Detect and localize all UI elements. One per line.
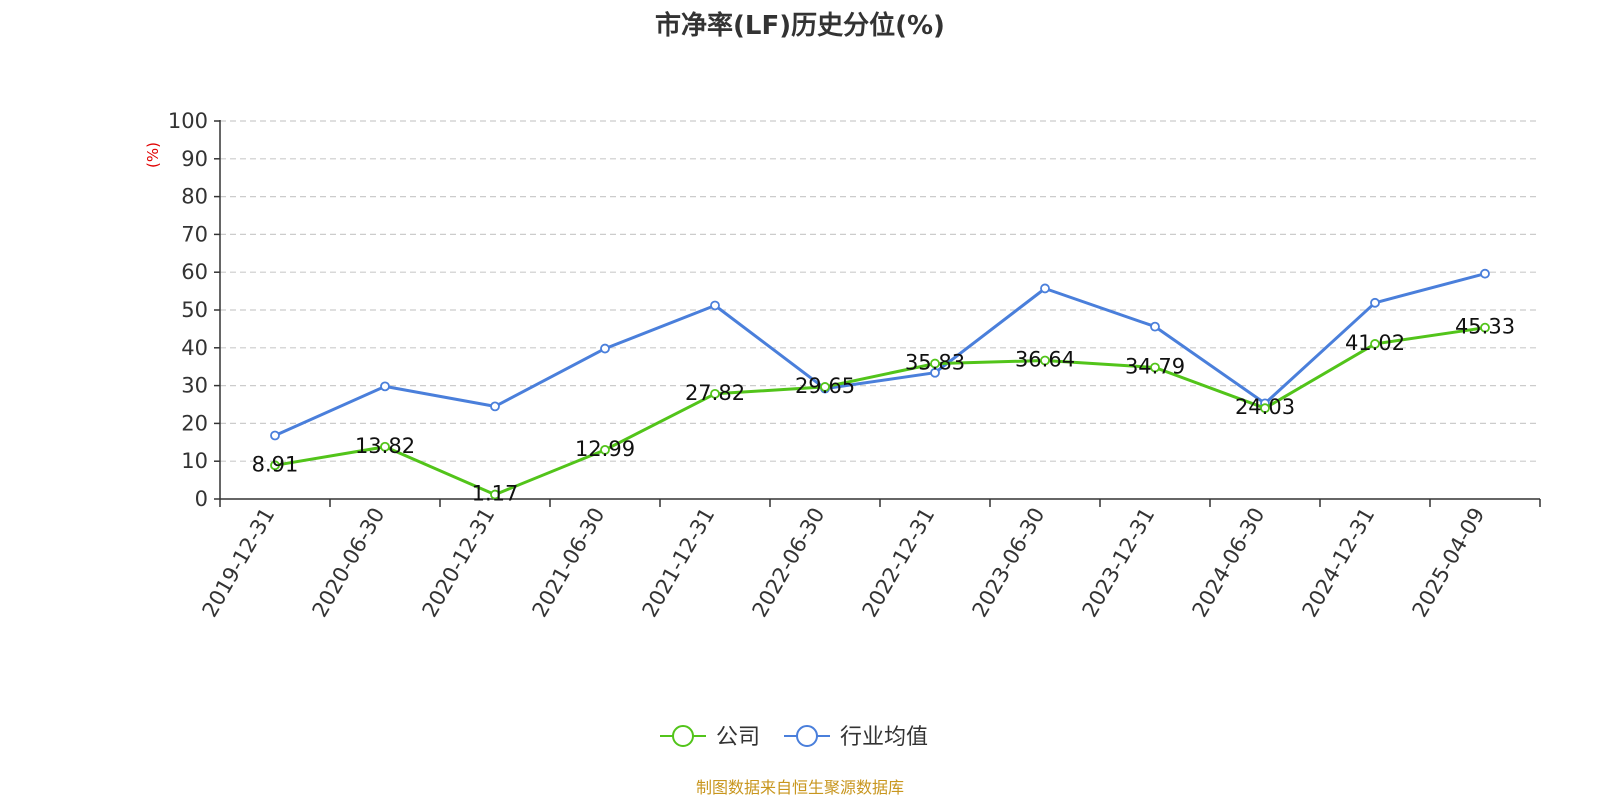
series-industry-average	[270, 268, 1490, 441]
data-point	[820, 382, 830, 392]
y-tick-label: 90	[181, 147, 208, 171]
data-point	[490, 489, 500, 500]
grid	[220, 120, 1540, 462]
data-point	[1150, 362, 1160, 373]
legend[interactable]: 公司 行业均值	[660, 725, 928, 750]
series-layer	[270, 268, 1490, 500]
legend-item-industry-average[interactable]: 行业均值	[784, 725, 928, 750]
x-tick-label: 2024-12-31	[1298, 504, 1380, 622]
x-tick-label: 2023-12-31	[1078, 504, 1160, 622]
data-labels: 8.91 13.82 1.17 12.99 27.82 29.65 35.83 36.64 34…	[252, 315, 1515, 506]
data-point	[1040, 283, 1050, 294]
data-point	[1040, 355, 1050, 366]
x-tick-label: 2021-12-31	[638, 504, 720, 622]
data-label: 45.33	[1455, 315, 1515, 339]
x-tick-label: 2020-06-30	[308, 504, 390, 622]
y-tick-label: 50	[181, 298, 208, 322]
data-label: 34.79	[1125, 354, 1185, 378]
data-point	[380, 381, 390, 392]
data-point	[1480, 268, 1490, 279]
data-point	[600, 444, 610, 455]
data-label: 35.83	[905, 351, 965, 375]
data-point	[380, 441, 390, 452]
y-tick-label: 70	[181, 222, 208, 246]
data-point	[930, 358, 940, 369]
y-tick-label: 30	[181, 374, 208, 398]
legend-label: 行业均值	[840, 725, 928, 750]
y-tick-label: 40	[181, 336, 208, 360]
data-label: 1.17	[472, 482, 519, 506]
series-line	[274, 272, 1486, 437]
legend-marker-icon	[672, 725, 694, 747]
y-tick-label: 0	[195, 487, 208, 511]
y-tick-label: 10	[181, 449, 208, 473]
x-tick-label: 2025-04-09	[1408, 504, 1490, 622]
data-point	[1370, 297, 1380, 308]
y-axis-label: (%)	[144, 142, 162, 168]
data-point	[930, 367, 940, 378]
data-point	[710, 388, 720, 399]
legend-marker-icon	[796, 725, 818, 747]
series-company	[270, 322, 1490, 500]
data-label: 8.91	[252, 452, 299, 476]
series-line	[274, 326, 1486, 497]
axes: 0 10 20 30 40 50 60 70 80 90 100 2019-12-31 2020-06-…	[168, 109, 1541, 622]
data-point	[490, 401, 500, 412]
data-point	[1260, 403, 1270, 414]
data-label: 24.03	[1235, 395, 1295, 419]
y-tick-label: 60	[181, 260, 208, 284]
x-tick-label: 2019-12-31	[198, 504, 280, 622]
data-point	[1150, 321, 1160, 332]
y-tick-label: 80	[181, 185, 208, 209]
x-tick-label: 2022-06-30	[748, 504, 830, 622]
legend-label: 公司	[716, 725, 760, 750]
data-label: 36.64	[1015, 348, 1075, 372]
data-point	[1370, 339, 1380, 349]
data-point	[1480, 322, 1490, 333]
x-tick-label: 2024-06-30	[1188, 504, 1270, 622]
source-note: 制图数据来自恒生聚源数据库	[696, 778, 904, 797]
data-label: 13.82	[355, 434, 415, 458]
data-point	[600, 343, 610, 354]
y-tick-label: 20	[181, 411, 208, 435]
data-point	[270, 430, 280, 441]
data-label: 29.65	[795, 374, 855, 398]
data-point	[710, 300, 720, 311]
x-tick-label: 2023-06-30	[968, 504, 1050, 622]
x-tick-label: 2020-12-31	[418, 504, 500, 622]
data-label: 41.02	[1345, 331, 1405, 355]
data-label: 12.99	[575, 437, 635, 461]
x-tick-label: 2021-06-30	[528, 504, 610, 622]
y-tick-label: 100	[168, 109, 208, 133]
data-label: 27.82	[685, 381, 745, 405]
x-tick-label: 2022-12-31	[858, 504, 940, 622]
chart-title: 市净率(LF)历史分位(%)	[655, 10, 945, 41]
data-point	[270, 460, 280, 471]
legend-item-company[interactable]: 公司	[660, 725, 760, 750]
